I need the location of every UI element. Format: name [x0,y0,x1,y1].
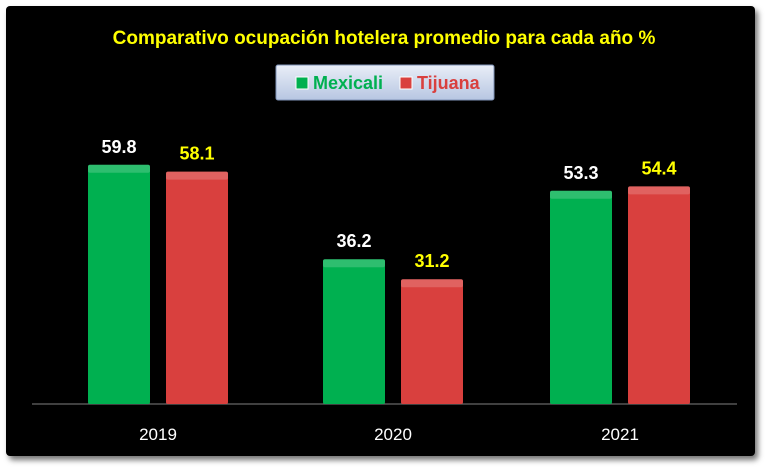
bars-group [88,164,690,404]
bar-tijuana-2021 [628,186,690,404]
value-label-tijuana-2019: 58.1 [179,144,214,164]
value-label-tijuana-2021: 54.4 [641,158,676,178]
bar-highlight-tijuana-2020 [401,279,463,288]
bar-highlight-mexicali-2021 [550,190,612,199]
bar-highlight-mexicali-2020 [323,259,385,268]
x-tick-label-2021: 2021 [601,425,639,444]
bar-mexicali-2019 [88,164,150,404]
legend: Mexicali Tijuana [275,64,495,101]
value-label-mexicali-2020: 36.2 [336,231,371,251]
legend-swatch-tijuana [399,76,413,90]
x-tick-labels-group: 2019 2020 2021 [139,425,639,444]
value-labels-group: 59.8 58.1 36.2 31.2 53.3 54.4 [101,137,676,271]
x-tick-label-2020: 2020 [374,425,412,444]
bar-highlight-mexicali-2019 [88,164,150,173]
value-label-tijuana-2020: 31.2 [414,251,449,271]
legend-label-mexicali: Mexicali [313,73,383,93]
value-label-mexicali-2019: 59.8 [101,137,136,157]
bar-mexicali-2021 [550,190,612,404]
legend-box [275,64,495,101]
legend-swatch-mexicali [295,76,309,90]
bar-mexicali-2020 [323,259,385,404]
legend-label-tijuana: Tijuana [417,73,481,93]
chart-title: Comparativo ocupación hotelera promedio … [113,28,656,49]
bar-highlight-tijuana-2019 [166,171,228,180]
bar-tijuana-2019 [166,171,228,404]
x-tick-label-2019: 2019 [139,425,177,444]
bar-tijuana-2020 [401,279,463,404]
bar-highlight-tijuana-2021 [628,186,690,195]
value-label-mexicali-2021: 53.3 [563,163,598,183]
